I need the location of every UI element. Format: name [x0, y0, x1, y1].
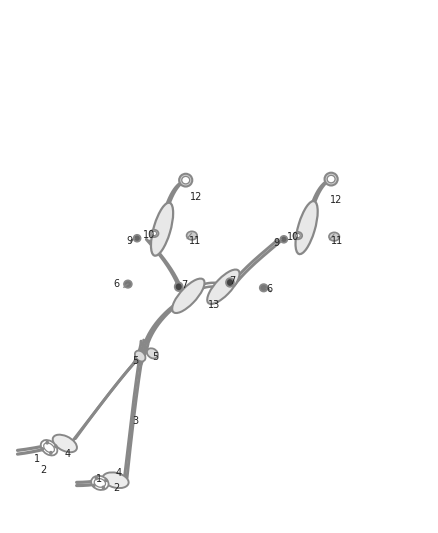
- Circle shape: [46, 441, 48, 444]
- Ellipse shape: [226, 278, 234, 287]
- Ellipse shape: [207, 270, 240, 304]
- Ellipse shape: [172, 279, 205, 313]
- Ellipse shape: [147, 348, 158, 359]
- Ellipse shape: [329, 232, 339, 241]
- Circle shape: [41, 448, 43, 450]
- Ellipse shape: [280, 236, 287, 243]
- Text: 10: 10: [143, 230, 155, 239]
- Circle shape: [105, 479, 107, 482]
- Circle shape: [95, 477, 97, 480]
- Text: 10: 10: [287, 232, 300, 241]
- Ellipse shape: [296, 233, 300, 238]
- Text: 6: 6: [266, 284, 272, 294]
- Ellipse shape: [296, 201, 318, 254]
- Text: 4: 4: [115, 469, 121, 478]
- Ellipse shape: [151, 203, 173, 256]
- Text: 7: 7: [181, 280, 187, 290]
- Ellipse shape: [44, 443, 54, 453]
- Ellipse shape: [293, 232, 302, 239]
- Text: 11: 11: [189, 236, 201, 246]
- Text: 1: 1: [34, 455, 40, 464]
- Ellipse shape: [179, 174, 192, 187]
- Ellipse shape: [327, 175, 335, 183]
- Text: 9: 9: [126, 236, 132, 246]
- Text: 2: 2: [41, 465, 47, 475]
- Text: 6: 6: [113, 279, 119, 288]
- Ellipse shape: [175, 282, 183, 291]
- Ellipse shape: [260, 284, 268, 292]
- Circle shape: [102, 486, 105, 489]
- Ellipse shape: [135, 351, 145, 361]
- Circle shape: [55, 445, 57, 448]
- Ellipse shape: [94, 479, 106, 487]
- Ellipse shape: [187, 231, 197, 240]
- Text: 2: 2: [113, 483, 119, 492]
- Text: 7: 7: [229, 277, 235, 286]
- Ellipse shape: [124, 280, 132, 288]
- Ellipse shape: [53, 435, 77, 452]
- Text: 12: 12: [190, 192, 202, 202]
- Text: 13: 13: [208, 300, 220, 310]
- Circle shape: [93, 484, 95, 487]
- Text: 5: 5: [133, 357, 139, 366]
- Ellipse shape: [134, 235, 141, 241]
- Text: 11: 11: [331, 236, 343, 246]
- Ellipse shape: [102, 472, 129, 488]
- Ellipse shape: [91, 476, 109, 490]
- Text: 12: 12: [330, 195, 343, 205]
- Text: 5: 5: [152, 352, 159, 362]
- Ellipse shape: [152, 231, 156, 236]
- Text: 9: 9: [273, 238, 279, 247]
- Ellipse shape: [41, 440, 57, 456]
- Ellipse shape: [182, 176, 190, 184]
- Circle shape: [50, 451, 52, 454]
- Text: 1: 1: [95, 474, 102, 483]
- Ellipse shape: [325, 173, 338, 185]
- Text: 3: 3: [133, 416, 139, 426]
- Ellipse shape: [150, 230, 159, 237]
- Text: 4: 4: [65, 449, 71, 459]
